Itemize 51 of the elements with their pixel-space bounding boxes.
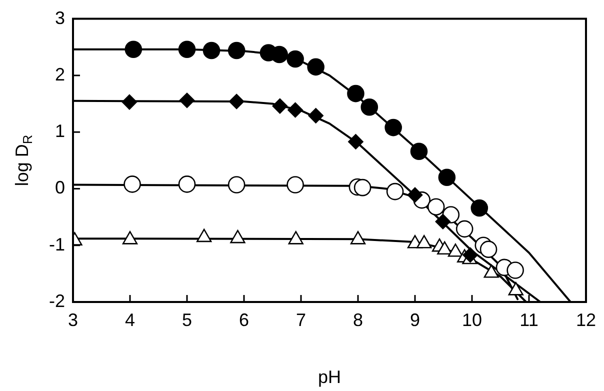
y-tick-label: 1	[54, 121, 65, 142]
point	[228, 176, 246, 194]
point	[124, 176, 141, 193]
x-tick-label: 7	[296, 310, 306, 330]
y-tick-label: -1	[48, 234, 65, 254]
x-tick-label: 9	[410, 310, 420, 330]
point	[270, 46, 288, 64]
y-tick-label: -2	[48, 290, 65, 311]
point	[348, 134, 364, 150]
point	[438, 168, 456, 186]
point	[124, 40, 142, 58]
point	[122, 94, 138, 110]
x-tick-label: 6	[238, 310, 250, 330]
x-tick-label: 12	[576, 310, 596, 330]
y-axis-title: log DR	[12, 134, 35, 186]
point	[228, 94, 244, 110]
point	[506, 262, 524, 279]
point	[410, 142, 428, 160]
point	[272, 98, 288, 114]
point	[347, 84, 364, 102]
point	[307, 58, 324, 76]
point	[456, 220, 474, 238]
x-tick-label: 8	[352, 310, 363, 330]
x-tick-label: 5	[182, 310, 192, 330]
y-tick-label: 3	[54, 8, 65, 28]
point	[288, 102, 303, 118]
point	[308, 108, 324, 124]
point	[179, 92, 195, 108]
x-tick-label: 10	[462, 310, 482, 330]
point	[178, 176, 196, 193]
x-tick-label: 4	[124, 310, 136, 330]
point	[407, 187, 423, 203]
point	[435, 214, 451, 230]
point	[202, 42, 220, 60]
x-tick-label: 11	[520, 310, 538, 330]
y-tick-label: 2	[54, 64, 65, 84]
y-tick-label: 0	[54, 178, 65, 198]
point	[286, 50, 304, 68]
point	[286, 176, 304, 194]
point	[360, 98, 378, 116]
point	[228, 42, 246, 60]
point	[384, 118, 402, 136]
point	[470, 199, 488, 217]
point	[480, 240, 498, 258]
point	[178, 40, 196, 58]
x-tick-label: 3	[68, 310, 78, 330]
point	[354, 178, 372, 196]
point	[427, 198, 445, 216]
point	[386, 182, 404, 200]
point	[462, 247, 478, 263]
x-axis-title: pH	[318, 367, 341, 388]
